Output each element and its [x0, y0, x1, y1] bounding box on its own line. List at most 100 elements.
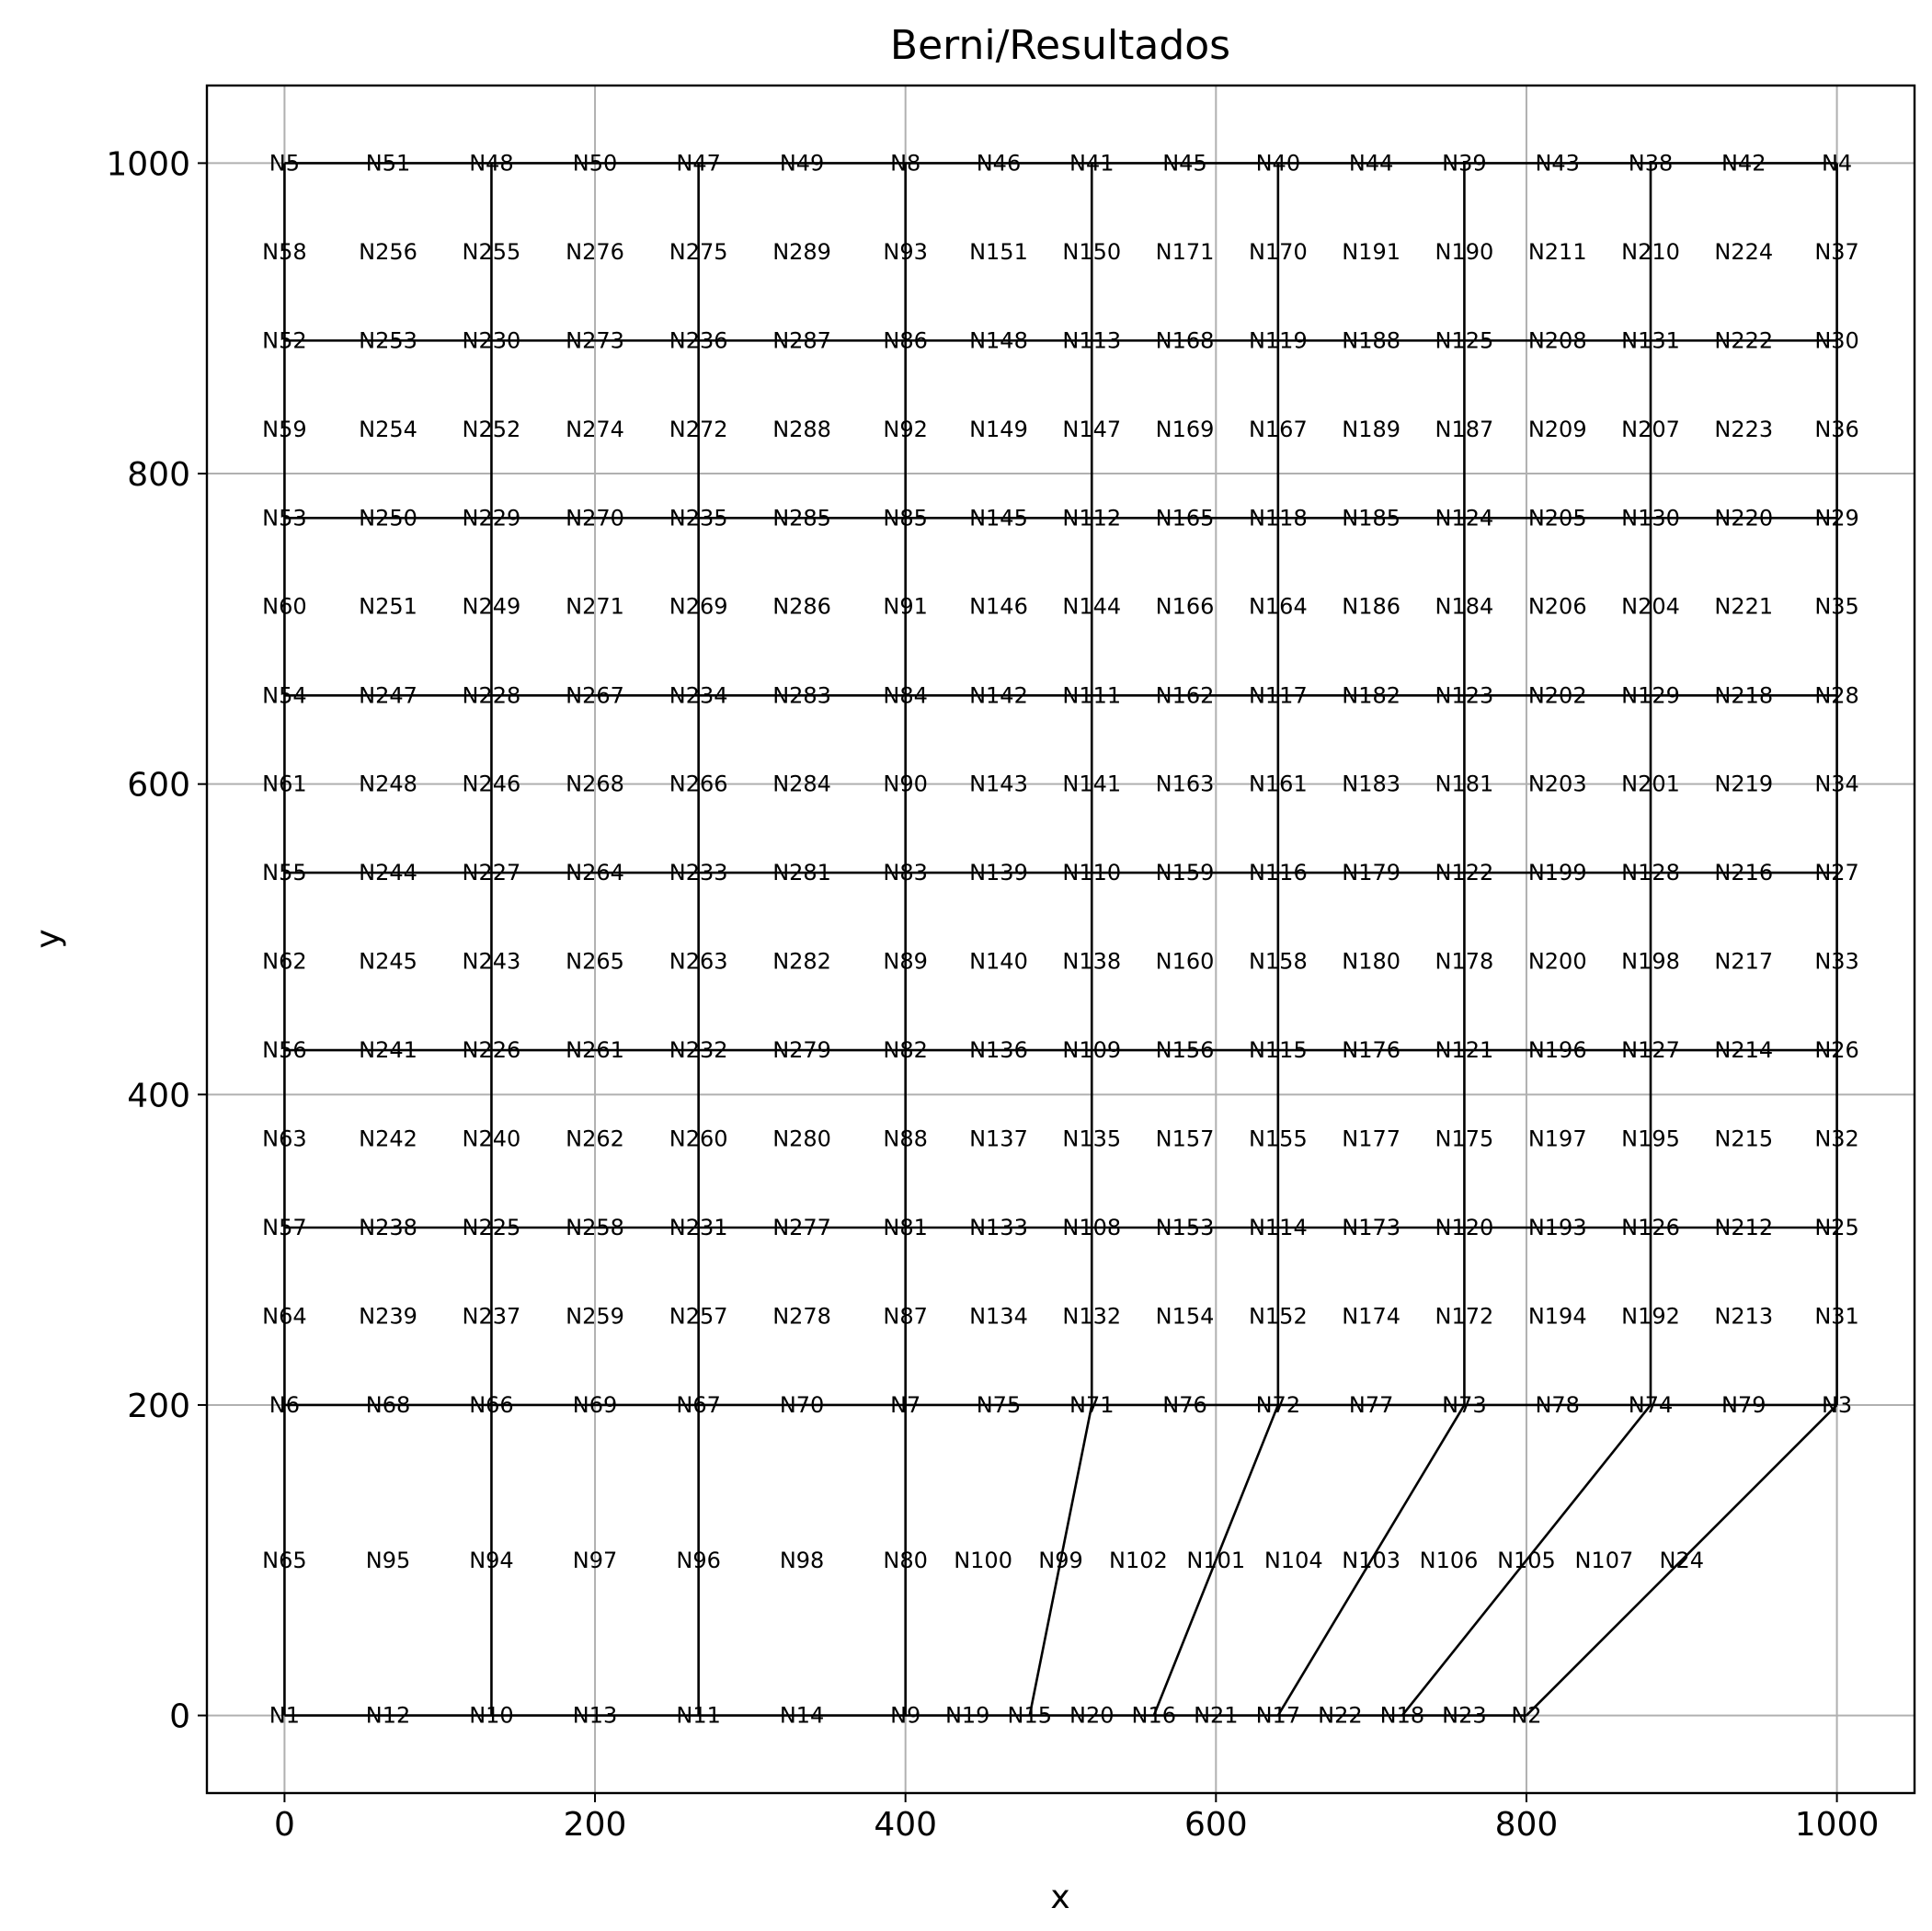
node-label-n179: N179 — [1342, 860, 1400, 886]
node-label-n37: N37 — [1814, 239, 1859, 265]
node-label-n121: N121 — [1435, 1037, 1494, 1063]
node-label-n12: N12 — [366, 1703, 411, 1729]
node-label-n175: N175 — [1435, 1126, 1494, 1152]
node-label-n193: N193 — [1528, 1215, 1587, 1240]
node-label-n195: N195 — [1621, 1126, 1680, 1152]
node-label-n113: N113 — [1062, 327, 1121, 353]
node-label-n250: N250 — [359, 505, 417, 531]
node-label-n68: N68 — [366, 1392, 411, 1418]
node-label-n241: N241 — [359, 1037, 417, 1063]
node-label-n248: N248 — [359, 771, 417, 797]
node-label-n278: N278 — [772, 1304, 831, 1330]
node-label-n244: N244 — [359, 860, 417, 886]
node-label-n98: N98 — [780, 1548, 825, 1573]
node-label-n79: N79 — [1721, 1392, 1766, 1418]
node-label-n3: N3 — [1822, 1392, 1852, 1418]
node-label-n104: N104 — [1264, 1548, 1323, 1573]
node-label-n280: N280 — [772, 1126, 831, 1152]
node-label-n147: N147 — [1062, 417, 1121, 442]
node-label-n284: N284 — [772, 771, 831, 797]
node-label-n109: N109 — [1062, 1037, 1121, 1063]
node-label-n196: N196 — [1528, 1037, 1587, 1063]
node-label-n49: N49 — [780, 150, 825, 176]
node-label-n46: N46 — [977, 150, 1022, 176]
node-label-n143: N143 — [969, 771, 1028, 797]
node-label-n135: N135 — [1062, 1126, 1121, 1152]
node-label-n97: N97 — [573, 1548, 618, 1573]
node-label-n164: N164 — [1249, 594, 1308, 620]
node-label-n249: N249 — [463, 594, 521, 620]
node-label-n27: N27 — [1814, 860, 1859, 886]
node-label-n279: N279 — [772, 1037, 831, 1063]
node-label-n223: N223 — [1714, 417, 1773, 442]
node-label-n150: N150 — [1062, 239, 1121, 265]
node-label-n256: N256 — [359, 239, 417, 265]
node-label-n51: N51 — [366, 150, 411, 176]
node-label-n265: N265 — [566, 949, 624, 975]
node-label-n15: N15 — [1007, 1703, 1052, 1729]
node-label-n138: N138 — [1062, 949, 1121, 975]
node-label-n128: N128 — [1621, 860, 1680, 886]
node-label-n8: N8 — [890, 150, 920, 176]
node-label-n169: N169 — [1156, 417, 1215, 442]
node-label-n187: N187 — [1435, 417, 1494, 442]
node-label-n55: N55 — [262, 860, 307, 886]
node-label-n25: N25 — [1814, 1215, 1859, 1240]
node-label-n119: N119 — [1249, 327, 1308, 353]
node-label-n286: N286 — [772, 594, 831, 620]
node-label-n108: N108 — [1062, 1215, 1121, 1240]
node-label-n258: N258 — [566, 1215, 624, 1240]
node-label-n5: N5 — [269, 150, 300, 176]
node-label-n93: N93 — [883, 239, 928, 265]
node-label-n259: N259 — [566, 1304, 624, 1330]
node-label-n123: N123 — [1435, 682, 1494, 708]
node-label-n267: N267 — [566, 682, 624, 708]
node-label-n285: N285 — [772, 505, 831, 531]
node-label-n162: N162 — [1156, 682, 1215, 708]
node-label-n4: N4 — [1822, 150, 1852, 176]
node-labels: N5 N51 N48 N50 N47 N49 N8 N46 N41 N45 N40 N44 N39 N43… — [262, 150, 1859, 1728]
node-label-n153: N153 — [1156, 1215, 1215, 1240]
node-label-n243: N243 — [463, 949, 521, 975]
node-label-n78: N78 — [1535, 1392, 1580, 1418]
node-label-n157: N157 — [1156, 1126, 1215, 1152]
node-label-n7: N7 — [890, 1392, 920, 1418]
node-label-n115: N115 — [1249, 1037, 1308, 1063]
node-label-n82: N82 — [883, 1037, 928, 1063]
node-label-n126: N126 — [1621, 1215, 1680, 1240]
node-label-n216: N216 — [1714, 860, 1773, 886]
node-label-n159: N159 — [1156, 860, 1215, 886]
node-label-n100: N100 — [954, 1548, 1012, 1573]
node-label-n84: N84 — [883, 682, 928, 708]
node-label-n118: N118 — [1249, 505, 1308, 531]
node-label-n122: N122 — [1435, 860, 1494, 886]
node-label-n41: N41 — [1069, 150, 1115, 176]
node-label-n245: N245 — [359, 949, 417, 975]
node-label-n273: N273 — [566, 327, 624, 353]
node-label-n260: N260 — [669, 1126, 728, 1152]
node-label-n207: N207 — [1621, 417, 1680, 442]
node-label-n184: N184 — [1435, 594, 1494, 620]
node-label-n251: N251 — [359, 594, 417, 620]
y-tick-label-5: 1000 — [106, 145, 190, 183]
node-label-n287: N287 — [772, 327, 831, 353]
node-label-n133: N133 — [969, 1215, 1028, 1240]
node-label-n215: N215 — [1714, 1126, 1773, 1152]
x-tick-label-2: 400 — [874, 1806, 937, 1844]
node-label-n181: N181 — [1435, 771, 1494, 797]
node-label-n94: N94 — [469, 1548, 514, 1573]
member-line-18 — [1028, 1404, 1093, 1716]
node-label-n31: N31 — [1814, 1304, 1859, 1330]
member-line-21 — [1400, 1404, 1652, 1717]
node-label-n154: N154 — [1156, 1304, 1215, 1330]
node-label-n64: N64 — [262, 1304, 307, 1330]
node-label-n145: N145 — [969, 505, 1028, 531]
node-label-n247: N247 — [359, 682, 417, 708]
node-label-n132: N132 — [1062, 1304, 1121, 1330]
node-label-n19: N19 — [945, 1703, 990, 1729]
node-label-n213: N213 — [1714, 1304, 1773, 1330]
node-label-n227: N227 — [463, 860, 521, 886]
x-tick-label-1: 200 — [564, 1806, 627, 1844]
node-label-n52: N52 — [262, 327, 307, 353]
node-label-n239: N239 — [359, 1304, 417, 1330]
